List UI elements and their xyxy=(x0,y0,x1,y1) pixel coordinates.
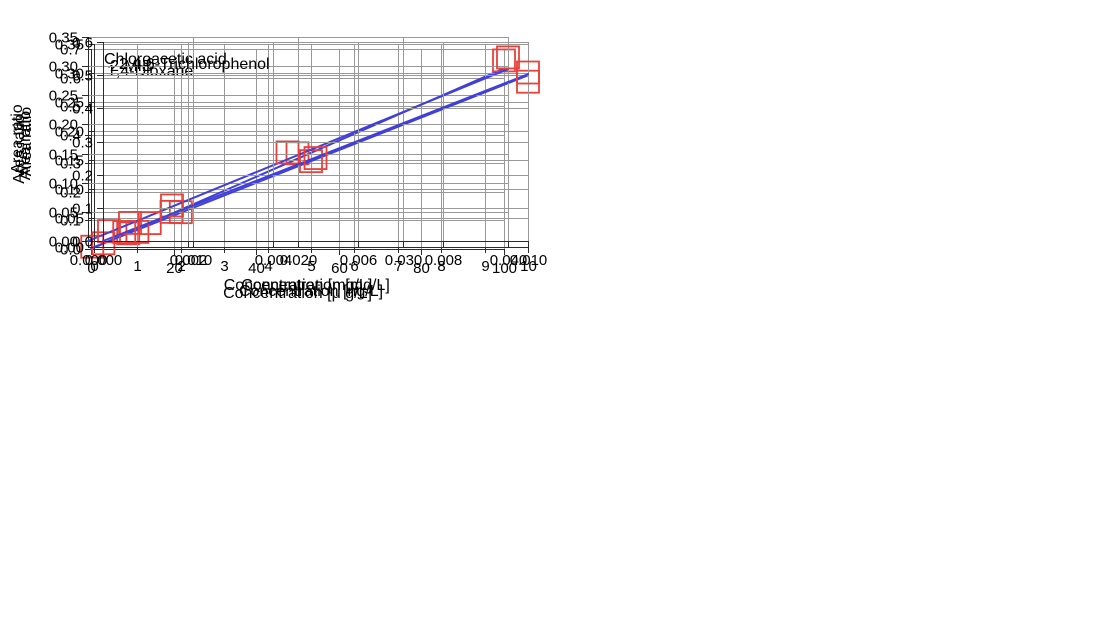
data-point-marker xyxy=(137,211,162,235)
y-tick-label: 0.05 xyxy=(55,211,84,228)
x-axis-title: Concentration [ng/L] xyxy=(239,283,383,300)
y-tick-label: 0.30 xyxy=(55,66,84,83)
y-tick-label: 0.15 xyxy=(55,153,84,170)
data-point-marker xyxy=(516,60,540,85)
x-axis-title: Concentration [μ g/L] xyxy=(223,285,372,302)
y-tick-label: 0.0 xyxy=(72,234,93,251)
y-axis-title: Area ratio xyxy=(9,104,26,173)
y-tick-label: 0.1 xyxy=(60,213,81,230)
y-tick-label: 0.5 xyxy=(60,99,81,116)
x-tick-label: 0.040 xyxy=(490,252,528,269)
x-tick-label: 0.008 xyxy=(425,252,463,269)
x-tick-label: 0 xyxy=(87,260,95,277)
data-point-marker xyxy=(118,211,142,235)
x-tick-label: 80 xyxy=(413,260,430,277)
x-tick-label: 20 xyxy=(166,260,183,277)
x-tick-label: 9 xyxy=(481,258,489,275)
y-tick-label: 0.1 xyxy=(72,201,93,218)
y-tick-label: 0.20 xyxy=(55,124,84,141)
calibration-chart-chloroacetic-acid: 0.000.050.100.150.200.250.300.350.000 0.0… xyxy=(9,30,528,295)
y-tick-label: 0.4 xyxy=(60,128,81,145)
calibration-chart-trichlorophenol: 0.00.10.20.30.40.50.60.000 0.002 0.004 0.00… xyxy=(18,35,548,295)
x-tick-label: 0.000 xyxy=(85,252,123,269)
y-tick-label: 0.3 xyxy=(72,135,93,152)
y-tick-label: 0.10 xyxy=(49,176,78,193)
data-point-marker xyxy=(112,220,137,244)
y-tick-label: 0.5 xyxy=(72,68,93,85)
y-tick-label: 0.35 xyxy=(55,37,84,54)
x-tick-label: 0.006 xyxy=(340,252,378,269)
chart-title: 2,4,6-Trichlorophenol xyxy=(119,56,270,73)
y-tick-label: 0.2 xyxy=(72,168,93,185)
y-axis-title: Area ratio xyxy=(17,111,34,180)
y-tick-label: 0.10 xyxy=(55,182,84,199)
x-tick-label: 100 xyxy=(492,260,517,277)
chart-panel-chloroacetic-acid: 0.00 0.05 0.10 0.15 0.20 0.25 0.30 0.35 0.000 0.0… xyxy=(0,0,560,309)
x-tick-label: 0.002 xyxy=(170,252,208,269)
x-tick-label: 7 xyxy=(394,258,402,275)
y-tick-label: 0.35 xyxy=(49,30,78,47)
data-point-marker xyxy=(160,193,184,218)
x-tick-label: 0 xyxy=(90,258,98,275)
y-tick-label: 0.25 xyxy=(49,88,78,105)
x-tick-label: 0.004 xyxy=(255,252,293,269)
y-tick-label: 0.00 xyxy=(49,234,78,251)
x-axis-title: Concentration [mg/L] xyxy=(241,277,390,294)
x-tick-label: 0.000 xyxy=(70,252,108,269)
y-tick-label: 0.7 xyxy=(60,42,81,59)
chart-panel-2-4-6-trichlorophenol: 0.0 0.1 0.2 0.3 0.4 0.5 0.6 0.000 0.002 0.004 0.00… xyxy=(0,0,560,309)
x-tick-label: 1 xyxy=(133,258,141,275)
data-point-marker xyxy=(303,146,328,170)
x-tick-label: 0.010 xyxy=(175,252,213,269)
calibration-fit-line xyxy=(102,73,529,242)
x-tick-label: 60 xyxy=(331,260,348,277)
x-tick-label: 0.020 xyxy=(280,252,318,269)
y-tick-label: 0.6 xyxy=(72,35,93,52)
x-tick-label: 0.030 xyxy=(385,252,423,269)
calibration-fit-line xyxy=(93,74,529,248)
x-tick-label: 40 xyxy=(248,260,265,277)
y-tick-label: 0.30 xyxy=(49,59,78,76)
y-tick-label: 0.3 xyxy=(60,156,81,173)
y-tick-label: 0.0 xyxy=(60,242,81,259)
x-tick-label: 3 xyxy=(220,258,228,275)
y-tick-label: 0.6 xyxy=(60,71,81,88)
chart-title: Chloroacetic acid xyxy=(104,51,227,68)
x-axis-title: Concentration [mg/L] xyxy=(224,277,373,294)
x-tick-label: 4 xyxy=(264,258,272,275)
x-tick-label: 2 xyxy=(177,258,185,275)
x-tick-label: 0.010 xyxy=(510,252,548,269)
y-tick-label: 0.00 xyxy=(55,240,84,257)
x-tick-label: 8 xyxy=(437,258,445,275)
y-tick-label: 0.05 xyxy=(49,205,78,222)
y-axis-title: Area ratio xyxy=(11,114,28,183)
data-point-marker xyxy=(496,45,520,70)
y-tick-label: 0.4 xyxy=(72,101,93,118)
y-axis-title: Area ratio xyxy=(18,107,35,176)
y-tick-label: 0.2 xyxy=(60,185,81,202)
y-tick-label: 0.15 xyxy=(49,147,78,164)
y-tick-label: 0.20 xyxy=(49,117,78,134)
x-tick-label: 6 xyxy=(350,258,358,275)
data-point-marker xyxy=(275,140,300,165)
y-tick-label: 0.25 xyxy=(55,95,84,112)
x-tick-label: 10 xyxy=(520,258,537,275)
x-tick-label: 5 xyxy=(307,258,315,275)
